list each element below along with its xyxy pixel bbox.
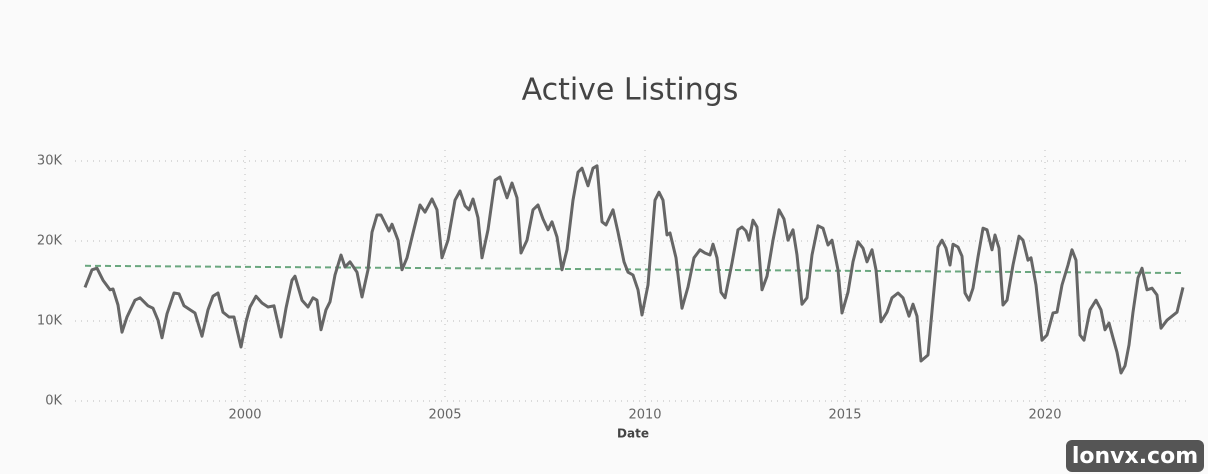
x-axis-label: Date (617, 427, 649, 441)
y-tick-label: 10K (37, 314, 63, 329)
chart-title: Active Listings (522, 73, 739, 108)
x-tick-label: 2005 (428, 408, 461, 423)
watermark-box (1066, 440, 1204, 472)
x-tick-label: 2020 (1028, 408, 1061, 423)
data-line (83, 164, 1185, 375)
watermark: lonvx.com (1072, 444, 1198, 469)
x-tick-label: 2010 (628, 408, 661, 423)
x-tick-label: 2015 (828, 408, 861, 423)
y-tick-label: 20K (37, 234, 63, 249)
y-tick-label: 30K (37, 154, 63, 169)
y-tick-label: 0K (45, 394, 62, 409)
x-tick-label: 2000 (228, 408, 261, 423)
